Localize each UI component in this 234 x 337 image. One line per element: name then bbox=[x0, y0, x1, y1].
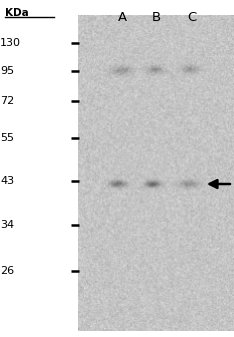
Text: 34: 34 bbox=[0, 220, 14, 230]
Text: A: A bbox=[118, 11, 127, 24]
Text: 130: 130 bbox=[0, 38, 21, 48]
Text: 55: 55 bbox=[0, 133, 14, 143]
Text: 95: 95 bbox=[0, 66, 14, 76]
Text: 72: 72 bbox=[0, 96, 14, 106]
Text: 26: 26 bbox=[0, 266, 14, 276]
Text: B: B bbox=[152, 11, 161, 24]
Text: 43: 43 bbox=[0, 176, 14, 186]
Text: KDa: KDa bbox=[5, 8, 28, 19]
Bar bbox=[78, 15, 234, 331]
Text: C: C bbox=[187, 11, 197, 24]
